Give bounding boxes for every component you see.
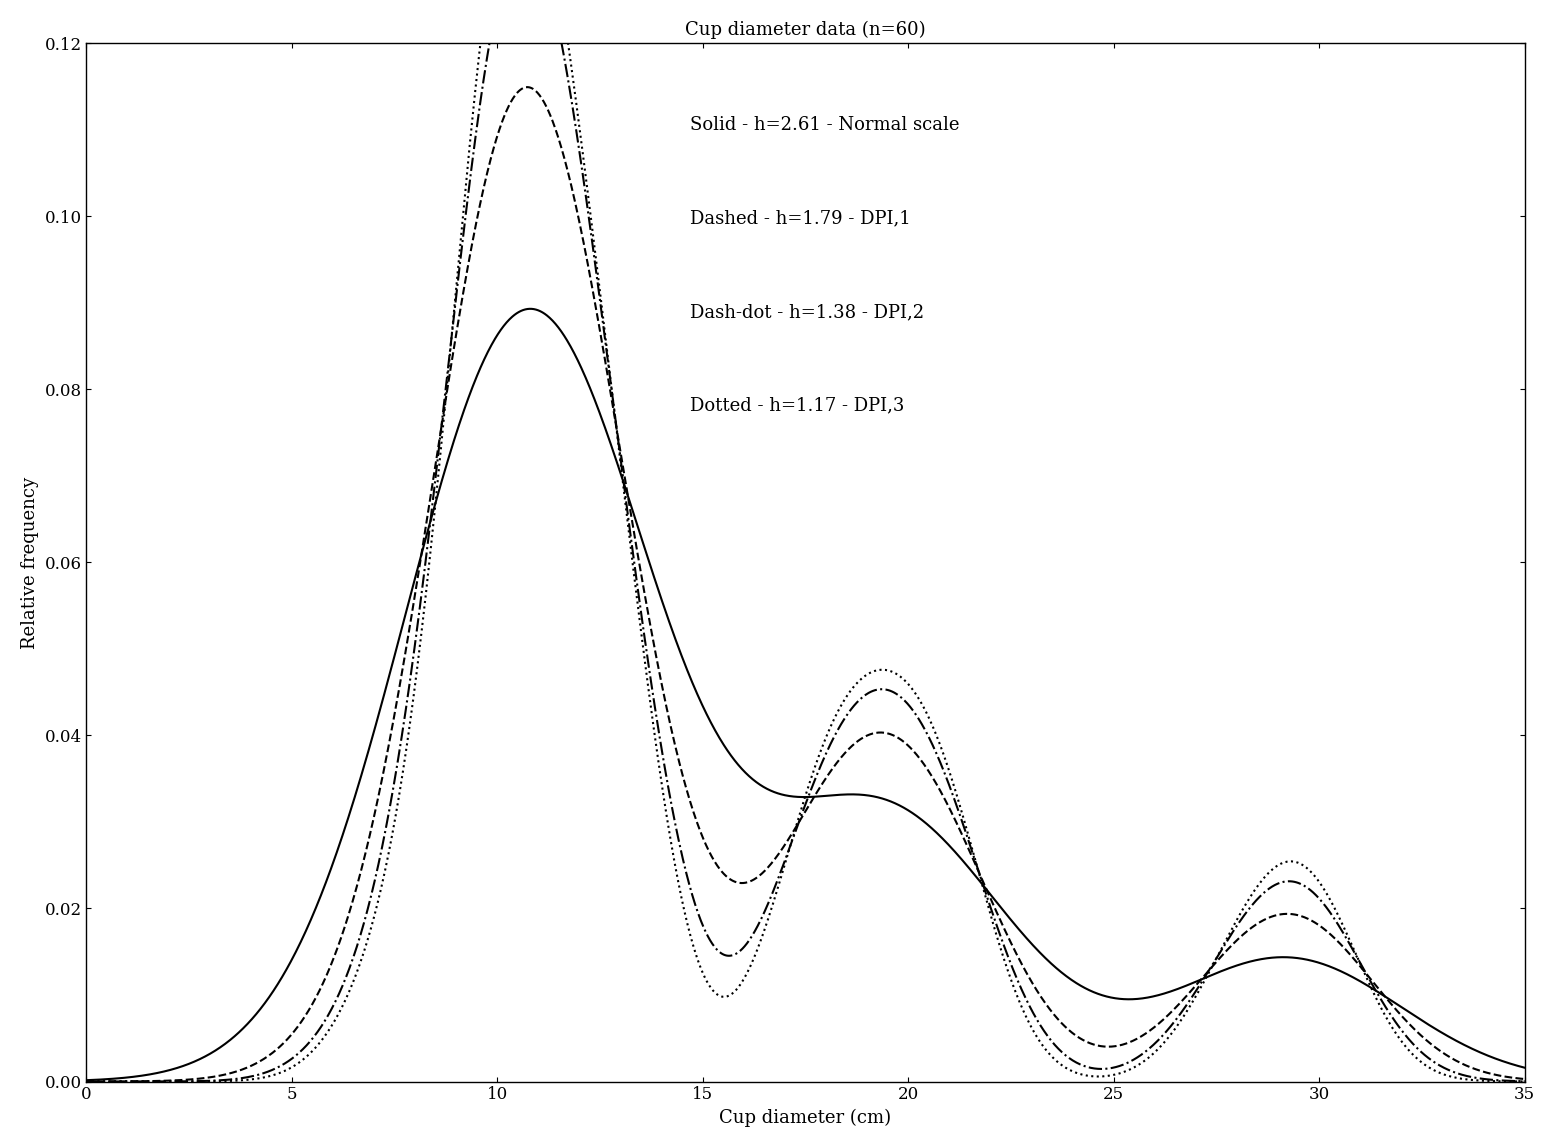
Title: Cup diameter data (n=60): Cup diameter data (n=60) (685, 21, 926, 39)
Y-axis label: Relative frequency: Relative frequency (20, 476, 39, 649)
Text: Solid - h=2.61 - Normal scale: Solid - h=2.61 - Normal scale (691, 116, 960, 134)
Text: Dash-dot - h=1.38 - DPI,2: Dash-dot - h=1.38 - DPI,2 (691, 303, 924, 321)
Text: Dotted - h=1.17 - DPI,3: Dotted - h=1.17 - DPI,3 (691, 396, 904, 414)
Text: Dashed - h=1.79 - DPI,1: Dashed - h=1.79 - DPI,1 (691, 209, 912, 227)
X-axis label: Cup diameter (cm): Cup diameter (cm) (719, 1109, 892, 1127)
